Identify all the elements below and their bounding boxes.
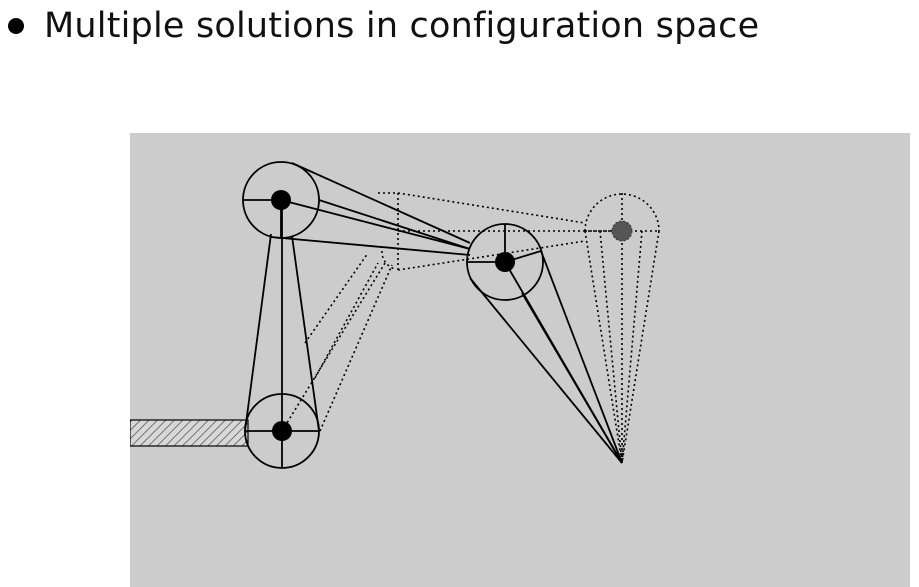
configuration-space-figure xyxy=(130,133,910,587)
bullet-text: Multiple solutions in configuration spac… xyxy=(44,6,760,46)
target-joint-marker xyxy=(611,220,633,242)
base-joint-marker xyxy=(272,421,292,441)
robot-arm-diagram xyxy=(130,161,660,469)
fixed-base xyxy=(130,419,249,447)
alternate-configuration xyxy=(281,192,660,464)
bullet-dot-icon xyxy=(8,18,24,34)
shoulder-joint-marker xyxy=(271,190,291,210)
solid-configuration xyxy=(242,161,623,469)
elbow-joint-marker xyxy=(495,252,515,272)
bullet-item: Multiple solutions in configuration spac… xyxy=(8,2,759,50)
